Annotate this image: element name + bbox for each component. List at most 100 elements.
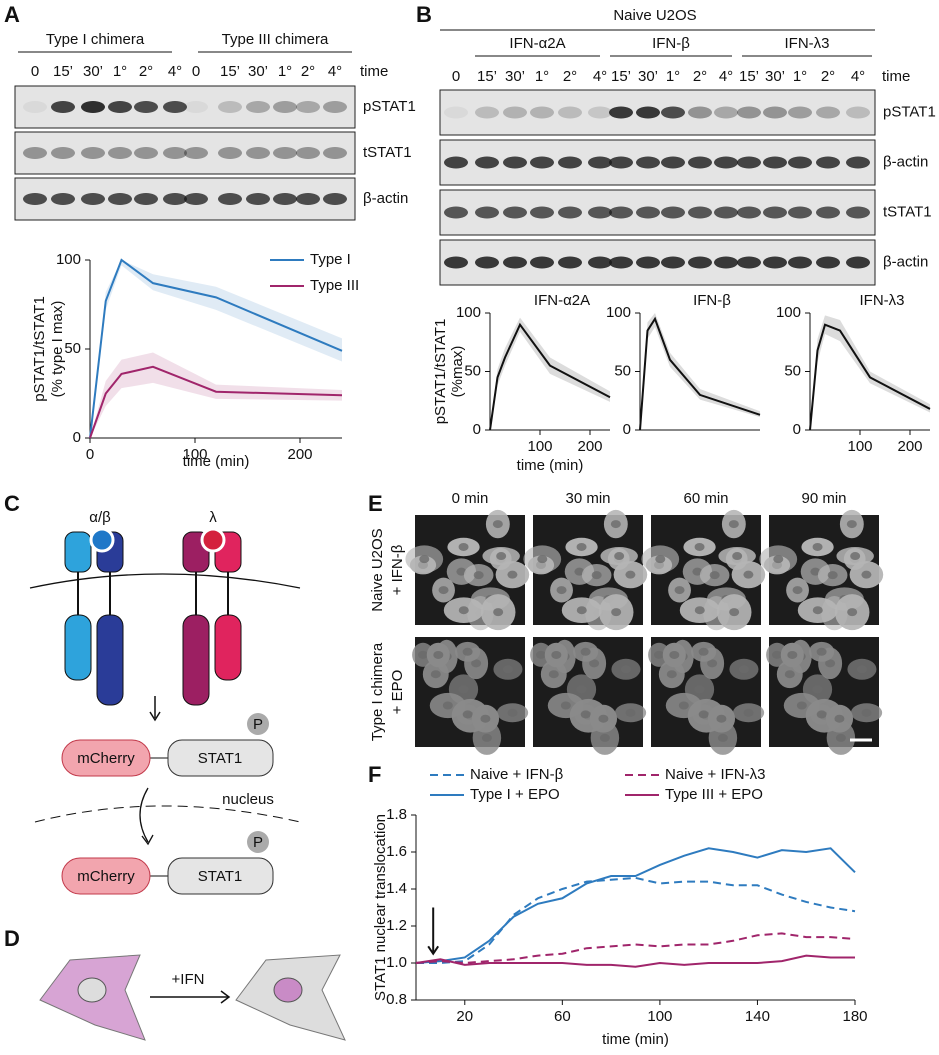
blot-band [163, 193, 187, 205]
nucleus-blob [433, 650, 444, 659]
lane-label: 1° [535, 68, 549, 85]
blot-band [444, 206, 468, 219]
blot-band [661, 256, 685, 269]
row-label: β-actin [883, 253, 928, 270]
nucleus-blob [846, 520, 857, 529]
nucleus-blob [861, 570, 872, 579]
nucleus-blob [728, 520, 739, 529]
x-tick-label: 180 [842, 1008, 867, 1025]
blot-band [530, 206, 554, 219]
row-label: tSTAT1 [883, 203, 932, 220]
blot-band [530, 156, 554, 169]
blot-band [475, 156, 499, 169]
nucleus-blob [707, 659, 718, 668]
x-tick-label: 20 [456, 1008, 473, 1025]
stimulus-label: +IFN [172, 971, 205, 988]
nucleus-blob [419, 555, 430, 564]
receptor-chain [182, 614, 210, 706]
y-axis-label: (%max) [449, 346, 466, 398]
lane-label: 0 [452, 68, 460, 85]
lane-label: 0 [31, 63, 39, 80]
nucleus-blob [471, 659, 482, 668]
nucleus-blob [614, 552, 625, 561]
nucleus-blob [458, 542, 469, 551]
cell-diagram: +IFN [39, 954, 346, 1041]
nucleus-blob [738, 665, 749, 674]
nucleus-blob [536, 650, 547, 659]
nucleus-blob [773, 555, 784, 564]
legend-label: Naive + IFN-β [470, 766, 564, 783]
compartment-label: nucleus [222, 791, 274, 808]
blot-band [558, 206, 582, 219]
nucleus-blob [580, 710, 591, 719]
lane-label: 1° [793, 68, 807, 85]
nucleus-blob [698, 710, 709, 719]
group-label: IFN-β [652, 35, 690, 52]
blot-band [184, 147, 208, 159]
nucleus-blob [576, 685, 587, 694]
lane-label: 15’ [611, 68, 631, 85]
blot-band [323, 101, 347, 113]
blot-band [51, 147, 75, 159]
nucleus-blob [456, 567, 467, 576]
blot-band [636, 156, 660, 169]
nucleus-blob [678, 701, 689, 710]
blot-band [816, 206, 840, 219]
row-label: β-actin [883, 153, 928, 170]
lane-label: 15’ [53, 63, 73, 80]
blot-band [530, 106, 554, 119]
blot-band [134, 101, 158, 113]
y-tick-label: 50 [614, 362, 631, 379]
blot-band [81, 101, 105, 113]
legend-label: Type I + EPO [470, 786, 560, 803]
lane-label: 4° [593, 68, 607, 85]
blot-band [218, 101, 242, 113]
blot-band [714, 206, 738, 219]
column-label: 90 min [801, 490, 846, 507]
ligand [200, 527, 226, 553]
blot-band [134, 193, 158, 205]
lane-axis-label: time [360, 63, 388, 80]
blot-band [134, 147, 158, 159]
y-axis-label: pSTAT1/tSTAT1 [31, 296, 48, 402]
column-label: 0 min [452, 490, 489, 507]
x-tick-label: 140 [745, 1008, 770, 1025]
lane-label: 30’ [765, 68, 785, 85]
y-tick-label: 100 [56, 251, 81, 268]
nucleus [77, 977, 107, 1003]
lane-label: 1° [666, 68, 680, 85]
nucleus-blob [496, 552, 507, 561]
receptor-chain [64, 614, 92, 681]
error-band [490, 317, 610, 430]
receptor-diagram: α/β λ mCherry STAT1 P nucleus mCherry ST… [29, 509, 301, 895]
blot-band [323, 193, 347, 205]
blot-band [609, 156, 633, 169]
y-tick-label: 1.8 [386, 806, 407, 823]
stat1 [167, 857, 274, 895]
nucleus-blob [576, 606, 587, 615]
blot-band [218, 193, 242, 205]
phospho [247, 831, 269, 853]
nucleus-blob [743, 708, 754, 717]
blot-strip [14, 131, 356, 175]
receptor-label: λ [209, 509, 217, 526]
column-label: 30 min [565, 490, 610, 507]
nucleus-blob [556, 586, 567, 595]
nucleus-blob [847, 608, 858, 617]
y-tick-label: 1.2 [386, 917, 407, 934]
nucleus-blob [560, 701, 571, 710]
blot-band [23, 147, 47, 159]
nucleus-blob [834, 714, 845, 723]
blot-band [444, 256, 468, 269]
nucleus-blob [810, 567, 821, 576]
nucleus-blob [507, 708, 518, 717]
nucleus-blob [473, 571, 484, 580]
blot-band [661, 156, 685, 169]
arrow-head [220, 990, 231, 1004]
group-label: IFN-λ3 [785, 35, 830, 52]
nucleus-blob [694, 606, 705, 615]
nucleus-blob [418, 650, 429, 659]
blot-band [688, 256, 712, 269]
fusion-label: STAT1 [198, 750, 242, 767]
